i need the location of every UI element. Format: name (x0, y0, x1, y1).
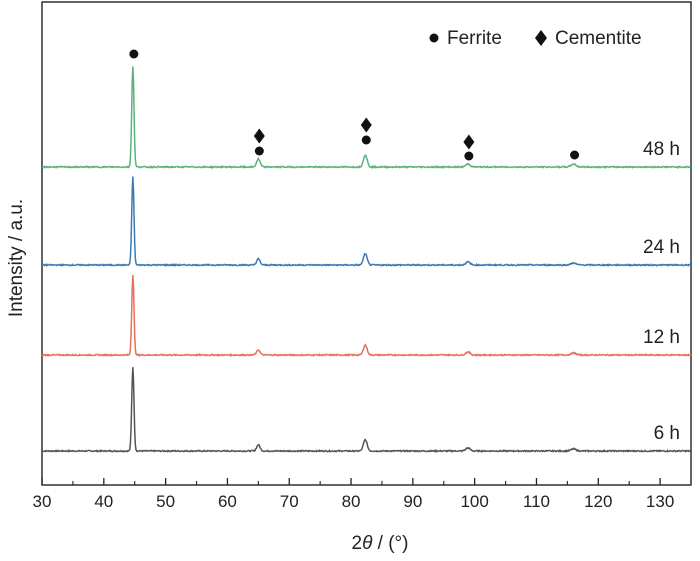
cementite-marker (463, 134, 475, 150)
series-line-12h (41, 275, 692, 358)
phase-annotations (129, 49, 580, 161)
series-label: 48 h (643, 139, 680, 160)
legend-ferrite-label: Ferrite (447, 28, 502, 49)
x-tick-label: 130 (646, 492, 674, 511)
cementite-marker (360, 117, 372, 133)
x-tick-label: 30 (33, 492, 52, 511)
plot-frame (41, 1, 692, 486)
x-tick-label: 40 (94, 492, 113, 511)
ferrite-marker (464, 151, 474, 161)
x-axis-title-prefix: 2 (352, 533, 363, 554)
x-tick-label: 90 (403, 492, 422, 511)
x-tick-label: 120 (584, 492, 612, 511)
series-label: 12 h (643, 327, 680, 348)
x-tick-label: 110 (523, 492, 550, 511)
ferrite-marker (254, 146, 264, 156)
x-axis-title: 2θ / (°) (352, 533, 409, 554)
ferrite-marker (361, 135, 371, 145)
y-axis-title: Intensity / a.u. (6, 199, 27, 317)
x-tick-label: 50 (156, 492, 175, 511)
x-axis: 30 40 50 60 70 80 90 100 110 120 130 (33, 478, 674, 511)
series-layer: 6 h 12 h 24 h 48 h (41, 66, 692, 454)
ferrite-marker (129, 49, 139, 59)
series-line-6h (41, 367, 692, 454)
series-label: 24 h (643, 237, 680, 258)
x-tick-label: 70 (280, 492, 299, 511)
series-label: 6 h (654, 423, 680, 444)
legend-ferrite-marker (429, 33, 439, 43)
x-tick-label: 80 (342, 492, 361, 511)
legend-cementite-label: Cementite (555, 28, 642, 49)
series-line-48h (41, 66, 692, 170)
x-tick-label: 100 (460, 492, 488, 511)
x-axis-title-suffix: / (°) (372, 533, 408, 554)
legend: Ferrite Cementite (429, 28, 642, 49)
x-axis-title-theta: θ (362, 533, 373, 554)
ferrite-marker (570, 150, 580, 160)
cementite-marker (253, 128, 265, 144)
x-tick-label: 60 (218, 492, 237, 511)
plot-area (41, 1, 692, 486)
legend-cementite-marker (535, 30, 547, 46)
series-line-24h (41, 176, 692, 267)
